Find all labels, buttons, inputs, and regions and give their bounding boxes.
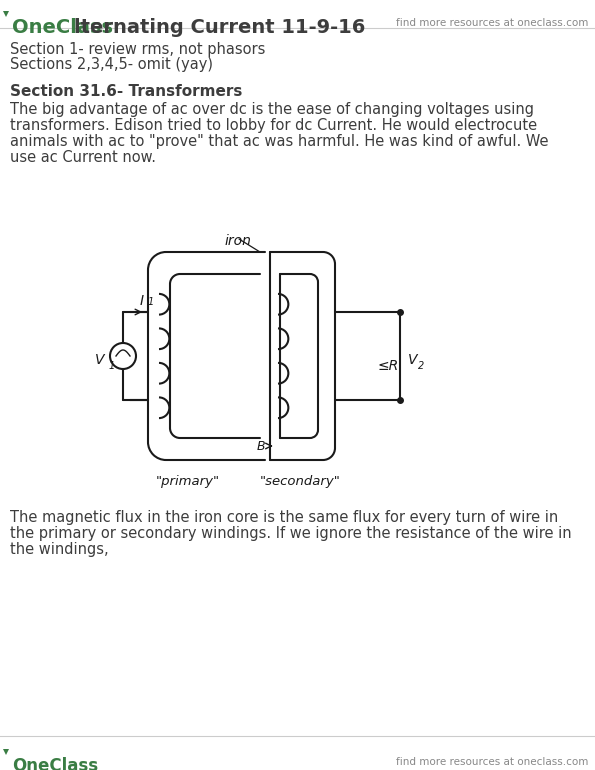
Text: 2: 2 xyxy=(418,361,424,371)
Text: lternating Current 11-9-16: lternating Current 11-9-16 xyxy=(74,18,365,37)
Text: The big advantage of ac over dc is the ease of changing voltages using: The big advantage of ac over dc is the e… xyxy=(10,102,534,117)
Text: 1: 1 xyxy=(109,361,115,371)
Text: "primary": "primary" xyxy=(156,475,220,488)
Text: ≤R: ≤R xyxy=(378,359,399,373)
Text: use ac Current now.: use ac Current now. xyxy=(10,150,156,165)
Text: Sections 2,3,4,5- omit (yay): Sections 2,3,4,5- omit (yay) xyxy=(10,57,213,72)
Text: the primary or secondary windings. If we ignore the resistance of the wire in: the primary or secondary windings. If we… xyxy=(10,526,572,541)
Text: transformers. Edison tried to lobby for dc Current. He would electrocute: transformers. Edison tried to lobby for … xyxy=(10,118,537,133)
Text: Section 1- review rms, not phasors: Section 1- review rms, not phasors xyxy=(10,42,265,57)
Text: 1: 1 xyxy=(148,297,154,307)
Text: V: V xyxy=(95,353,105,367)
Text: B: B xyxy=(256,440,265,453)
Text: OneClass: OneClass xyxy=(12,18,113,37)
Text: OneClass: OneClass xyxy=(12,757,98,770)
Text: I: I xyxy=(140,294,144,308)
Text: V: V xyxy=(408,353,418,367)
Text: "secondary": "secondary" xyxy=(260,475,341,488)
Text: find more resources at oneclass.com: find more resources at oneclass.com xyxy=(396,18,588,28)
Text: the windings,: the windings, xyxy=(10,542,109,557)
Text: animals with ac to "prove" that ac was harmful. He was kind of awful. We: animals with ac to "prove" that ac was h… xyxy=(10,134,549,149)
Text: Section 31.6- Transformers: Section 31.6- Transformers xyxy=(10,84,242,99)
Text: The magnetic flux in the iron core is the same flux for every turn of wire in: The magnetic flux in the iron core is th… xyxy=(10,510,558,525)
Text: find more resources at oneclass.com: find more resources at oneclass.com xyxy=(396,757,588,767)
Text: iron: iron xyxy=(225,234,252,248)
